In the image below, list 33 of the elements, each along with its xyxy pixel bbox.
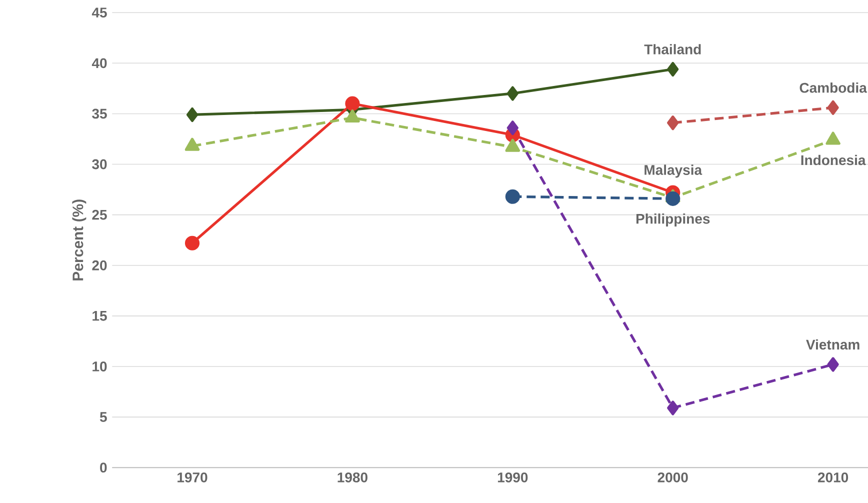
y-tick-label: 0: [100, 462, 107, 473]
y-tick-label: 45: [92, 8, 107, 18]
y-tick-label: 15: [92, 311, 107, 321]
y-tick-label: 30: [92, 159, 107, 170]
x-tick-label: 1990: [498, 472, 528, 482]
point: [667, 62, 679, 77]
point: [667, 116, 679, 130]
point: [827, 100, 839, 115]
series-label: Thailand: [644, 44, 701, 54]
point: [505, 189, 520, 204]
point: [666, 191, 680, 206]
y-axis-title: Percent (%): [72, 200, 86, 280]
series-label: Philippines: [636, 214, 710, 227]
point: [506, 86, 518, 101]
y-tick-label: 5: [100, 412, 107, 422]
series-label: Cambodia: [800, 82, 867, 93]
point: [827, 357, 839, 372]
series-label: Malaysia: [644, 164, 702, 178]
x-tick-label: 2000: [658, 472, 688, 482]
point: [184, 236, 200, 250]
x-tick-label: 1980: [338, 472, 368, 482]
y-tick-label: 25: [92, 210, 107, 220]
y-tick-label: 40: [92, 58, 107, 68]
y-tick-label: 20: [92, 260, 107, 270]
point: [667, 400, 679, 416]
x-tick-label: 2010: [818, 472, 848, 482]
series-label: Vietnam: [806, 339, 860, 350]
point: [186, 107, 198, 122]
series-label: Indonesia: [801, 154, 866, 166]
y-tick-label: 10: [92, 362, 107, 372]
y-tick-label: 35: [92, 108, 107, 119]
x-tick-label: 1970: [178, 472, 208, 482]
point: [506, 120, 518, 136]
